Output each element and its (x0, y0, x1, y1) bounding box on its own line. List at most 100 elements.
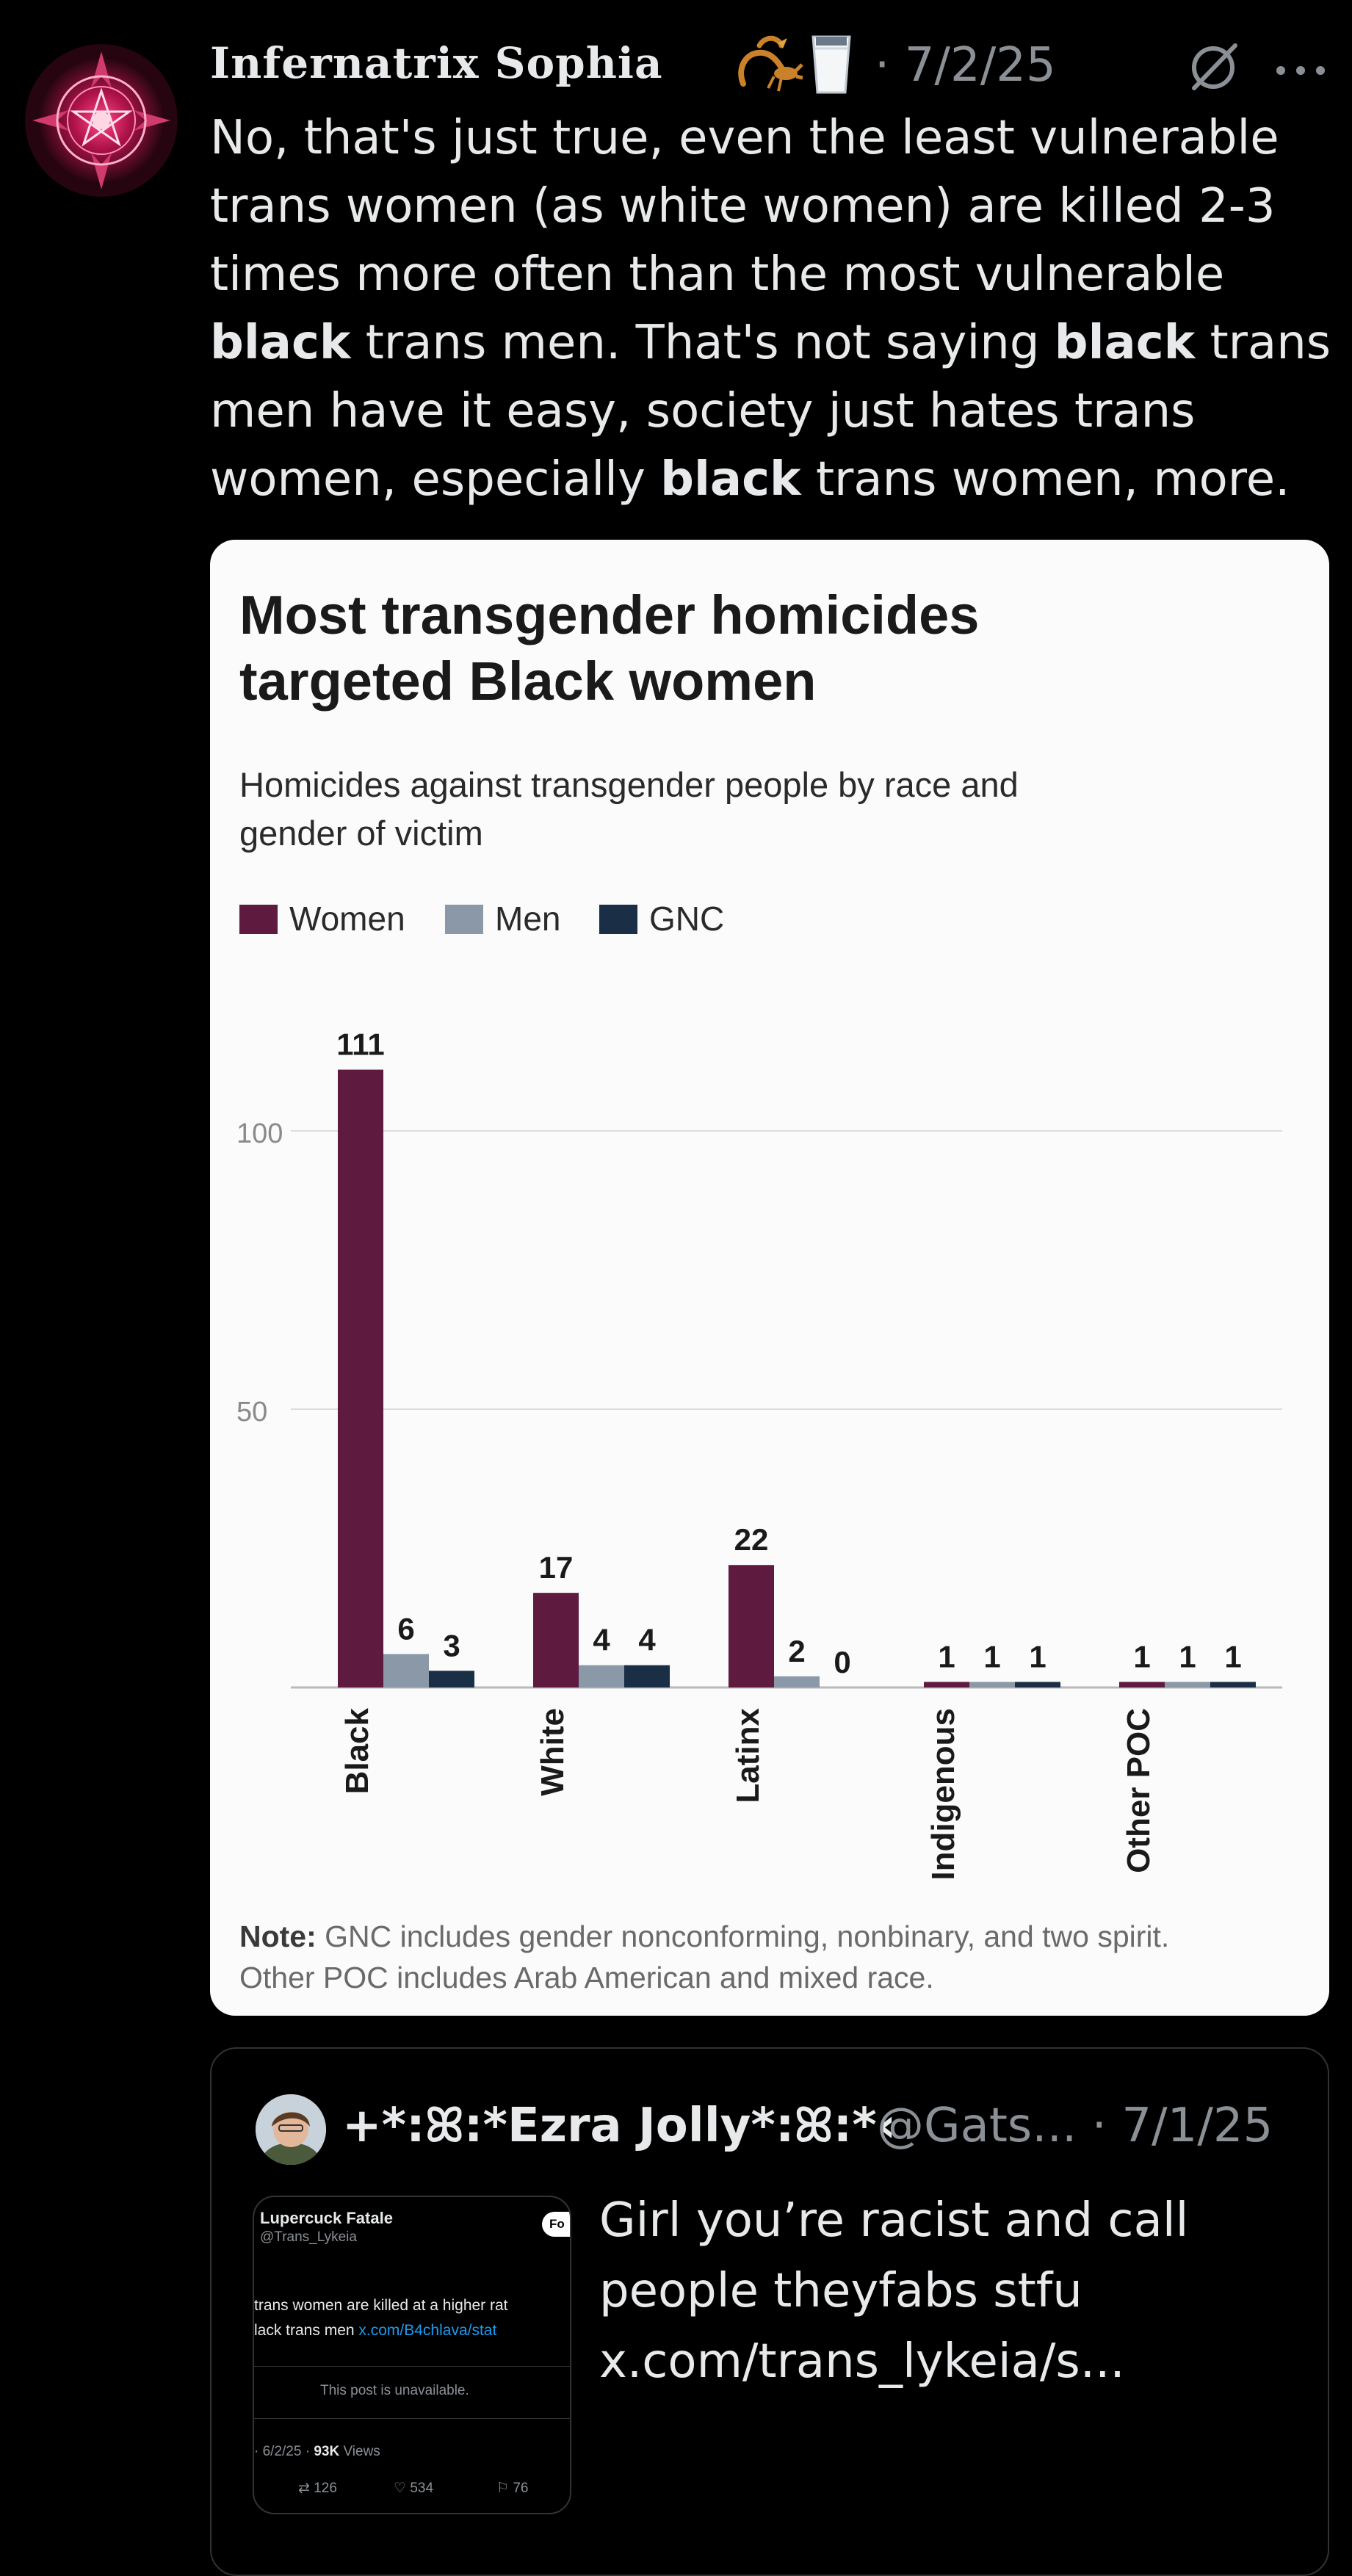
bar-indigenous-women (924, 1682, 969, 1687)
post-text-bold-segment: black (660, 452, 801, 507)
bar-white-women (533, 1593, 579, 1687)
y-tick-label: 100 (236, 1118, 283, 1149)
thumb-date-views: · 6/2/25 · 93K Views (254, 2444, 380, 2460)
post-text-bold-segment: black (1054, 316, 1196, 370)
pentagram-avatar-image (25, 44, 178, 197)
thumb-follow-button: Fo (542, 2212, 570, 2237)
thumb-date: · 6/2/25 · (254, 2444, 314, 2459)
data-label: 111 (336, 1027, 384, 1062)
bar-indigenous-gnc (1015, 1682, 1060, 1687)
avatar[interactable] (25, 44, 178, 197)
thumb-like-count: 534 (410, 2481, 434, 2496)
bar-other-poc-men (1165, 1682, 1210, 1687)
chart-x-labels: Black White Latinx Indigenous Other POC (339, 1707, 1157, 1880)
data-label: 1 (938, 1639, 955, 1674)
more-options-icon[interactable] (1275, 65, 1326, 79)
post-text-segment: trans women, more. (800, 452, 1290, 507)
bar-chart: Most transgender homicides targeted Blac… (236, 585, 1282, 1994)
quoted-media-thumbnail[interactable]: Lupercuck Fatale @Trans_Lykeia Fo trans … (253, 2196, 571, 2514)
chart-subtitle-line2: gender of victim (239, 814, 483, 853)
data-label: 1 (1029, 1639, 1046, 1674)
thumb-display-name: Lupercuck Fatale (260, 2209, 393, 2227)
data-label: 1 (1133, 1639, 1150, 1674)
x-tick-label: Black (339, 1707, 375, 1794)
chart-note-label: Note: (239, 1920, 317, 1953)
thumb-link: x.com/B4chlava/stat (358, 2322, 497, 2339)
thumb-bookmark: ⚐ 76 (496, 2480, 528, 2497)
chart-note-line2: Other POC includes Arab American and mix… (239, 1961, 934, 1994)
bar-indigenous-men (969, 1682, 1015, 1687)
milk-glass-emoji-icon (809, 32, 854, 98)
thumb-unavailable-box: This post is unavailable. (254, 2366, 570, 2419)
quoted-display-name[interactable]: +*:ꕤ:*Ezra Jolly*:ꕤ:*‹ (342, 2099, 897, 2153)
bar-other-poc-gnc (1210, 1682, 1256, 1687)
x-tick-label: Indigenous (925, 1708, 961, 1881)
bar-latinx-women (729, 1565, 774, 1687)
data-label: 1 (1179, 1639, 1196, 1674)
data-label: 4 (593, 1623, 610, 1657)
thumb-views-count: 93K (314, 2444, 340, 2459)
scorpion-emoji-icon (730, 32, 803, 98)
thumb-like: ♡ 534 (394, 2480, 433, 2497)
quoted-post-text: Girl you’re racist and call people theyf… (599, 2193, 1189, 2389)
post-text-bold-segment: black (210, 316, 351, 370)
x-tick-label: Other POC (1121, 1708, 1157, 1873)
thumb-retweet: ⇄ 126 (298, 2480, 337, 2497)
data-label: 17 (539, 1550, 574, 1585)
legend-swatch-gnc (599, 905, 637, 934)
post-text-segment: No, that's just true, even the least vul… (210, 111, 1279, 302)
chart-image[interactable]: Most transgender homicides targeted Blac… (210, 540, 1329, 2016)
post-date[interactable]: · 7/2/25 (875, 38, 1056, 93)
quoted-avatar[interactable] (256, 2094, 326, 2165)
thumb-handle: @Trans_Lykeia (260, 2229, 357, 2245)
legend-label-gnc: GNC (649, 900, 724, 938)
chart-note-text: GNC includes gender nonconforming, nonbi… (317, 1920, 1170, 1953)
bar-black-gnc (429, 1671, 474, 1687)
data-label: 6 (397, 1612, 414, 1646)
data-label: 0 (834, 1645, 850, 1679)
thumb-unavailable-text: This post is unavailable. (320, 2383, 469, 2398)
data-label: 2 (788, 1634, 805, 1668)
quoted-post[interactable]: +*:ꕤ:*Ezra Jolly*:ꕤ:*‹ @Gats... · 7/1/25… (210, 2047, 1329, 2576)
thumb-views-label: Views (339, 2444, 380, 2459)
post-text-segment: trans men have it easy, society just hat… (210, 316, 1331, 507)
bar-other-poc-women (1119, 1682, 1165, 1687)
bar-latinx-men (774, 1676, 820, 1687)
data-label: 22 (734, 1522, 769, 1557)
x-tick-label: White (535, 1708, 571, 1796)
data-label: 1 (1224, 1639, 1241, 1674)
thumb-text: lack trans men (254, 2322, 359, 2339)
grok-icon[interactable] (1187, 40, 1241, 97)
bar-white-men (579, 1665, 624, 1687)
legend-swatch-women (239, 905, 278, 934)
y-tick-label: 50 (236, 1397, 267, 1428)
chart-title-line1: Most transgender homicides (239, 585, 979, 645)
display-name[interactable]: Infernatrix Sophia (210, 38, 663, 88)
chart-title-line2: targeted Black women (239, 651, 816, 712)
chart-subtitle-line1: Homicides against transgender people by … (239, 765, 1019, 804)
data-label: 1 (983, 1639, 1000, 1674)
quoted-avatar-image (256, 2094, 326, 2165)
data-label: 4 (638, 1623, 656, 1657)
thumb-text-line2: lack trans men x.com/B4chlava/stat (254, 2322, 496, 2340)
x-tick-label: Latinx (730, 1707, 766, 1803)
post-header: Infernatrix Sophia · 7/2/25 (210, 32, 1326, 97)
chart-note-line1: Note: GNC includes gender nonconforming,… (239, 1920, 1169, 1953)
thumb-text-line1: trans women are killed at a higher rat (254, 2297, 508, 2314)
bar-white-gnc (624, 1665, 670, 1687)
bar-black-men (383, 1654, 429, 1687)
retweet-icon: ⇄ (298, 2481, 310, 2496)
heart-icon: ♡ (394, 2481, 407, 2496)
post-text: No, that's just true, even the least vul… (210, 104, 1334, 514)
bar-black-women (338, 1069, 383, 1687)
legend-swatch-men (445, 905, 483, 934)
quoted-handle-date[interactable]: @Gats... · 7/1/25 (877, 2099, 1273, 2153)
bookmark-icon: ⚐ (496, 2481, 510, 2496)
data-label: 3 (443, 1628, 460, 1663)
thumb-bookmark-count: 76 (513, 2481, 529, 2496)
thumb-retweet-count: 126 (314, 2481, 337, 2496)
legend-label-men: Men (495, 900, 560, 938)
post-text-segment: trans men. That's not saying (350, 316, 1055, 370)
legend-label-women: Women (289, 900, 405, 938)
